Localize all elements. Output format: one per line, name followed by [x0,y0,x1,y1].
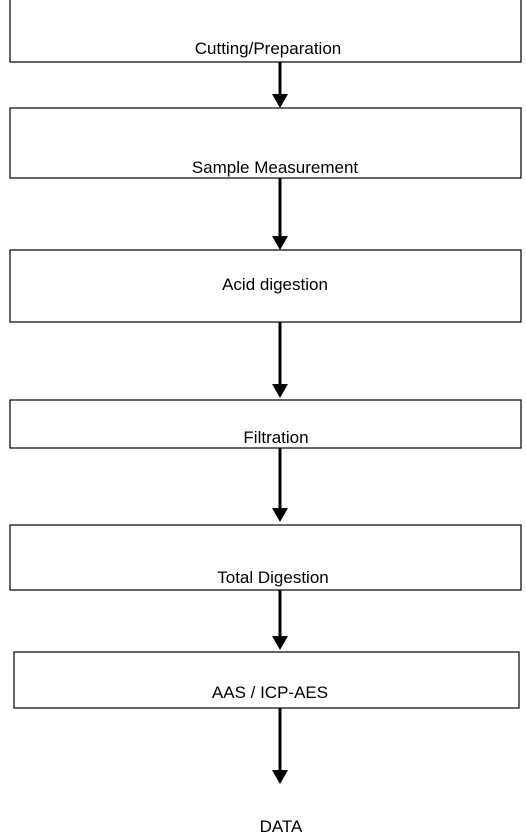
step-label: Acid digestion [222,275,328,294]
arrow-head [272,94,288,108]
step-label: Total Digestion [217,568,329,587]
step-box [9,0,522,63]
step-box [9,524,522,591]
step-label: Cutting/Preparation [195,39,341,58]
step-box [9,249,522,323]
step-label: Sample Measurement [192,158,359,177]
step-label: Filtration [243,428,308,447]
step-box [9,399,522,449]
arrow-head [272,384,288,398]
step-box [13,651,520,709]
arrow-head [272,770,288,784]
arrow-head [272,636,288,650]
arrow-head [272,508,288,522]
result-label: DATA [260,817,303,834]
step-box [9,107,522,179]
step-label: AAS / ICP-AES [212,683,328,702]
arrow-head [272,236,288,250]
